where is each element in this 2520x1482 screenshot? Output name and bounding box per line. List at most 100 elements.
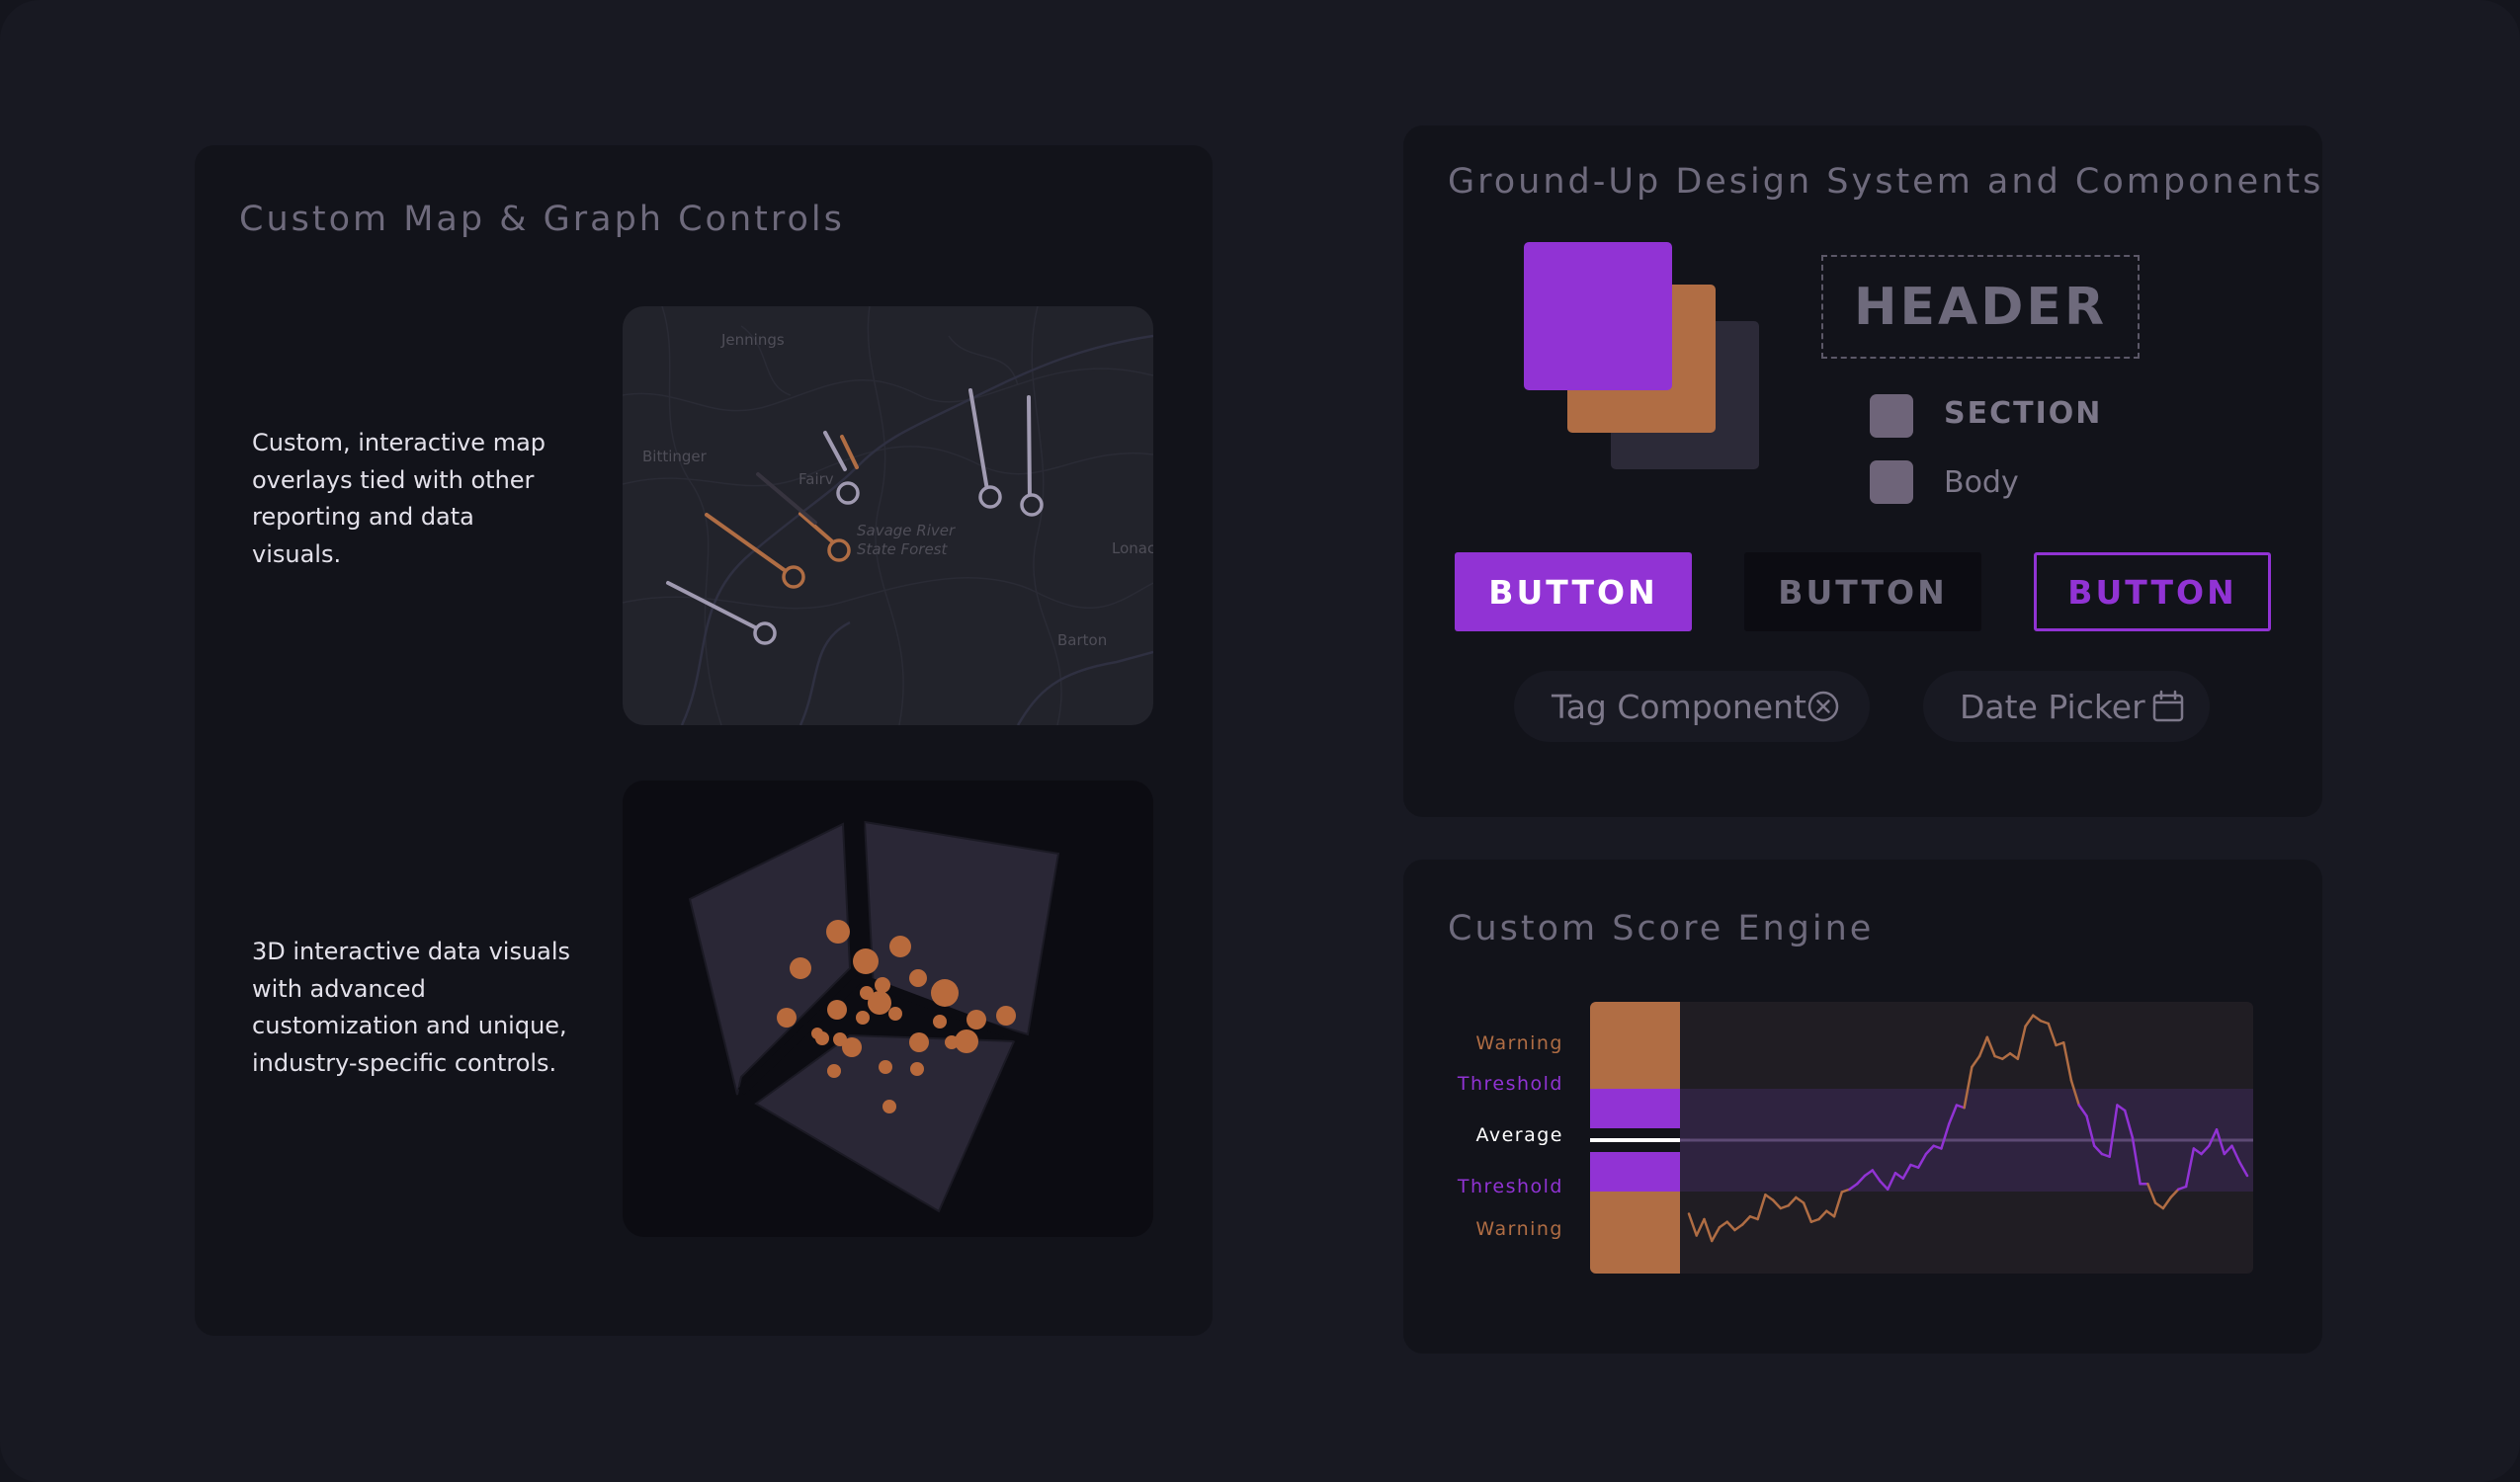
score-line-segment bbox=[2116, 1104, 2127, 1112]
score-line-segment bbox=[2069, 1079, 2080, 1107]
close-circle-icon[interactable] bbox=[1806, 690, 1840, 723]
score-line-segment bbox=[1947, 1104, 1959, 1125]
score-line-segment bbox=[1779, 1204, 1790, 1210]
warning-bottom-label: Warning bbox=[1475, 1218, 1563, 1240]
score-line-segment bbox=[1740, 1215, 1752, 1226]
score-line-segment bbox=[1856, 1174, 1867, 1186]
map-pin[interactable] bbox=[978, 485, 1002, 509]
tag-label: Tag Component bbox=[1552, 687, 1806, 726]
score-line-segment bbox=[2039, 1020, 2051, 1026]
map-pin[interactable] bbox=[782, 565, 805, 589]
score-line-segment bbox=[1802, 1201, 1813, 1223]
score-line-segment bbox=[2032, 1014, 2043, 1023]
score-line-segment bbox=[1795, 1195, 1806, 1204]
score-line-segment bbox=[2108, 1104, 2119, 1158]
score-line-segment bbox=[1733, 1223, 1744, 1232]
section-label: SECTION bbox=[1944, 396, 2103, 431]
body-color-chip bbox=[1870, 460, 1913, 504]
score-line-segment bbox=[1718, 1220, 1728, 1229]
score-line-segment bbox=[1916, 1152, 1928, 1169]
score-line-segment bbox=[2161, 1195, 2172, 1210]
map-pin[interactable] bbox=[753, 621, 777, 645]
color-swatch-purple bbox=[1524, 242, 1672, 390]
map-svg[interactable] bbox=[623, 306, 1153, 725]
score-line-segment bbox=[2131, 1136, 2142, 1186]
score-line-segment bbox=[2061, 1041, 2073, 1082]
score-line-segment bbox=[1963, 1065, 1974, 1110]
map-markers bbox=[666, 388, 1044, 645]
map-label-state-forest: State Forest bbox=[857, 540, 948, 558]
score-line-segment bbox=[1771, 1198, 1783, 1210]
score-line-segment bbox=[1725, 1220, 1736, 1232]
score-line-segment bbox=[2024, 1014, 2035, 1028]
outline-button[interactable]: BUTTON bbox=[2034, 552, 2271, 631]
score-line-segment bbox=[2184, 1147, 2196, 1189]
tag-component[interactable]: Tag Component bbox=[1514, 671, 1870, 742]
score-line-segment bbox=[2208, 1128, 2219, 1147]
score-line-segment bbox=[1932, 1144, 1943, 1150]
score-line-segment bbox=[1825, 1209, 1836, 1218]
header-typography-sample: HEADER bbox=[1821, 255, 2140, 359]
score-line-segment bbox=[2085, 1114, 2096, 1147]
score-line-segment bbox=[1940, 1122, 1951, 1150]
map-description: Custom, interactive map overlays tied wi… bbox=[252, 429, 546, 568]
map-pin[interactable] bbox=[1020, 493, 1044, 517]
score-line-segment bbox=[2100, 1152, 2111, 1158]
primary-button[interactable]: BUTTON bbox=[1455, 552, 1692, 631]
score-line-segment bbox=[1886, 1172, 1897, 1191]
threshold-bottom-label: Threshold bbox=[1457, 1176, 1563, 1197]
map-graph-panel: Custom Map & Graph Controls Custom, inte… bbox=[195, 145, 1213, 1336]
score-line-segment bbox=[1756, 1194, 1767, 1221]
score-line-segment bbox=[2215, 1128, 2226, 1156]
score-line-segment bbox=[2192, 1147, 2203, 1156]
3d-scatter-svg[interactable] bbox=[623, 781, 1153, 1237]
score-line-segment bbox=[1840, 1188, 1851, 1194]
map-pin[interactable] bbox=[827, 538, 851, 562]
score-line-segment bbox=[1909, 1163, 1920, 1169]
score-chart-svg[interactable] bbox=[1590, 1002, 2253, 1274]
score-line-segment bbox=[1971, 1054, 1981, 1069]
date-picker[interactable]: Date Picker bbox=[1923, 671, 2210, 742]
score-line-segment bbox=[1832, 1191, 1844, 1218]
calendar-icon[interactable] bbox=[2151, 690, 2185, 723]
design-system-panel: Ground-Up Design System and Components H… bbox=[1403, 125, 2322, 817]
panel-title: Custom Map & Graph Controls bbox=[239, 200, 845, 239]
score-line-segment bbox=[1985, 1035, 1996, 1058]
map-label-bittinger: Bittinger bbox=[642, 448, 707, 465]
score-line-segment bbox=[1710, 1226, 1722, 1243]
score-line-segment bbox=[1695, 1217, 1706, 1237]
score-line-segment bbox=[2238, 1161, 2249, 1178]
score-line-segment bbox=[1879, 1180, 1890, 1191]
3d-visual-card[interactable] bbox=[623, 781, 1153, 1237]
map-label-savage-river: Savage River bbox=[857, 522, 956, 539]
warning-top-label: Warning bbox=[1475, 1032, 1563, 1054]
score-line-segment bbox=[2001, 1052, 2012, 1060]
score-line-segment bbox=[2230, 1144, 2241, 1164]
score-line-segment bbox=[1787, 1195, 1798, 1207]
score-line-segment bbox=[2008, 1052, 2020, 1060]
visual-description: 3D interactive data visuals with advance… bbox=[252, 938, 571, 1077]
score-line-segment bbox=[1764, 1194, 1775, 1201]
map-overlay-card[interactable]: Jennings Bittinger Fairv Savage River St… bbox=[623, 306, 1153, 725]
score-engine-panel: Custom Score Engine Warning Threshold Av… bbox=[1403, 860, 2322, 1354]
map-pin[interactable] bbox=[836, 481, 860, 505]
score-line-segment bbox=[2177, 1185, 2188, 1191]
average-label: Average bbox=[1475, 1124, 1563, 1146]
score-line-segment bbox=[2016, 1025, 2027, 1060]
score-line-segment bbox=[1703, 1217, 1714, 1243]
threshold-band-bar bbox=[1590, 1089, 1680, 1128]
score-line-segment bbox=[1901, 1163, 1912, 1180]
score-line-segment bbox=[1993, 1054, 2004, 1060]
section-color-chip bbox=[1870, 394, 1913, 438]
score-line-segment bbox=[2092, 1144, 2104, 1156]
score-line-segment bbox=[1687, 1212, 1698, 1237]
score-line-segment bbox=[2146, 1183, 2157, 1204]
panel-title: Custom Score Engine bbox=[1448, 909, 1875, 948]
average-marker bbox=[1590, 1138, 1680, 1142]
score-line-segment bbox=[1817, 1209, 1828, 1221]
secondary-button[interactable]: BUTTON bbox=[1744, 552, 1981, 631]
score-line-segment bbox=[1977, 1035, 1989, 1058]
score-chart[interactable] bbox=[1590, 1002, 2253, 1274]
threshold-top-label: Threshold bbox=[1457, 1073, 1563, 1095]
